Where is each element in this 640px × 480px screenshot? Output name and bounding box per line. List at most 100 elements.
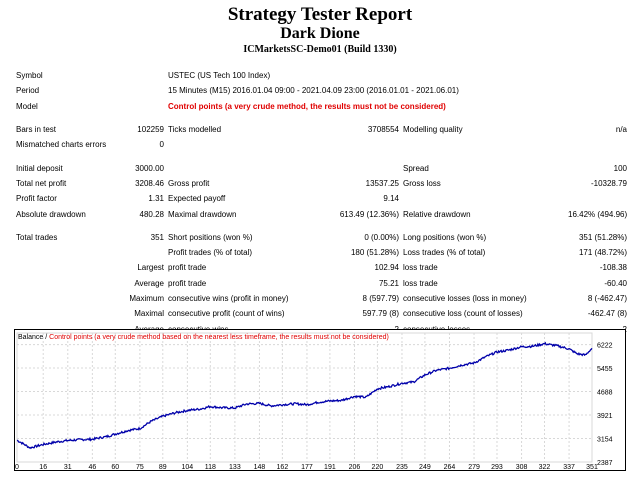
x-tick-label: 337 bbox=[563, 464, 575, 471]
max-consecutive-losses-label: consecutive losses (loss in money) bbox=[403, 294, 527, 303]
average-profit-value: 75.21 bbox=[378, 278, 399, 288]
x-tick-label: 148 bbox=[254, 464, 266, 471]
y-tick-label: 2387 bbox=[597, 460, 613, 467]
x-tick-label: 351 bbox=[586, 464, 598, 471]
maximal-consecutive-loss-label: consecutive loss (count of losses) bbox=[403, 309, 523, 319]
x-tick-label: 322 bbox=[539, 464, 551, 471]
chart-title: Balance / Control points (a very crude m… bbox=[18, 334, 389, 341]
row-profit-trades: Profit trades (% of total) 180 (51.28%) … bbox=[14, 245, 629, 260]
relative-drawdown-label: Relative drawdown bbox=[403, 209, 471, 219]
expected-payoff-label: Expected payoff bbox=[168, 194, 226, 204]
max-consecutive-losses-value: 8 (-462.47) bbox=[587, 294, 627, 303]
largest-profit-label: profit trade bbox=[168, 263, 207, 273]
largest-profit-value: 102.94 bbox=[374, 263, 399, 273]
loss-trades-value: 171 (48.72%) bbox=[578, 248, 627, 258]
maximal-consecutive-profit-label: consecutive profit (count of wins) bbox=[168, 309, 285, 319]
x-tick-label: 46 bbox=[88, 464, 96, 471]
profit-factor-value: 1.31 bbox=[148, 194, 164, 204]
x-tick-label: 60 bbox=[111, 464, 119, 471]
x-tick-label: 16 bbox=[39, 464, 47, 471]
row-maximum: Maximum consecutive wins (profit in mone… bbox=[14, 291, 629, 306]
average-loss-label: loss trade bbox=[403, 278, 438, 288]
x-tick-label: 191 bbox=[324, 464, 336, 471]
short-positions-value: 0 (0.00%) bbox=[364, 232, 399, 242]
model-value: Control points (a very crude method, the… bbox=[168, 101, 446, 111]
average-loss-value: -60.40 bbox=[604, 278, 627, 288]
deposit-label: Initial deposit bbox=[16, 163, 63, 173]
row-mismatch: Mismatched charts errors 0 bbox=[14, 137, 629, 152]
gross-profit-label: Gross profit bbox=[168, 178, 210, 188]
x-tick-label: 31 bbox=[64, 464, 72, 471]
y-tick-label: 5455 bbox=[597, 366, 613, 373]
profit-trades-value: 180 (51.28%) bbox=[350, 248, 399, 258]
net-profit-value: 3208.46 bbox=[135, 178, 164, 188]
x-tick-label: 249 bbox=[419, 464, 431, 471]
long-positions-value: 351 (51.28%) bbox=[578, 232, 627, 242]
largest-label: Largest bbox=[137, 263, 164, 273]
absolute-drawdown-value: 480.28 bbox=[139, 209, 164, 219]
x-tick-label: 206 bbox=[349, 464, 361, 471]
max-consecutive-wins-label: consecutive wins (profit in money) bbox=[168, 294, 289, 303]
gross-loss-value: -10328.79 bbox=[590, 178, 627, 188]
row-total-trades: Total trades 351 Short positions (won %)… bbox=[14, 230, 629, 245]
row-bars: Bars in test 102259 Ticks modelled 37085… bbox=[14, 122, 629, 137]
expert-advisor-name: Dark Dione bbox=[280, 25, 360, 42]
row-average: Average profit trade 75.21 loss trade -6… bbox=[14, 276, 629, 291]
quality-label: Modelling quality bbox=[403, 125, 463, 135]
y-axis-ticks: 6222 5455 4688 3921 3154 2387 bbox=[597, 343, 613, 467]
chart-title-separator: / bbox=[43, 334, 49, 341]
maximal-consecutive-profit-value: 597.79 (8) bbox=[362, 309, 399, 319]
bars-label: Bars in test bbox=[16, 125, 57, 135]
period-value: 15 Minutes (M15) 2016.01.04 09:00 - 2021… bbox=[168, 86, 459, 96]
x-tick-label: 264 bbox=[444, 464, 456, 471]
largest-loss-label: loss trade bbox=[403, 263, 438, 273]
x-tick-label: 177 bbox=[301, 464, 313, 471]
profit-factor-label: Profit factor bbox=[16, 194, 57, 204]
ticks-label: Ticks modelled bbox=[168, 125, 222, 135]
maximal-consecutive-loss-value: -462.47 (8) bbox=[587, 309, 627, 319]
maximal-drawdown-value: 613.49 (12.36%) bbox=[339, 209, 399, 219]
y-tick-label: 6222 bbox=[597, 343, 613, 350]
x-tick-label: 235 bbox=[396, 464, 408, 471]
profit-trades-label: Profit trades (% of total) bbox=[168, 248, 253, 258]
x-axis-ticks: 0 16 31 46 60 75 89 104 118 133 148 162 177 191 206 220… bbox=[15, 464, 598, 471]
absolute-drawdown-label: Absolute drawdown bbox=[16, 209, 86, 219]
x-tick-label: 162 bbox=[277, 464, 289, 471]
row-model: Model Control points (a very crude metho… bbox=[14, 99, 629, 114]
chart-frame bbox=[14, 329, 626, 471]
y-tick-label: 4688 bbox=[597, 390, 613, 397]
row-symbol: Symbol USTEC (US Tech 100 Index) bbox=[14, 68, 629, 83]
deposit-value: 3000.00 bbox=[135, 163, 164, 173]
bars-value: 102259 bbox=[137, 125, 164, 135]
x-tick-label: 89 bbox=[159, 464, 167, 471]
row-deposit: Initial deposit 3000.00 Spread 100 bbox=[14, 160, 629, 175]
row-profit-factor: Profit factor 1.31 Expected payoff 9.14 bbox=[14, 191, 629, 206]
average-profit-label: profit trade bbox=[168, 278, 207, 288]
report-title: Strategy Tester Report bbox=[227, 4, 413, 25]
row-net-profit: Total net profit 3208.46 Gross profit 13… bbox=[14, 176, 629, 191]
spread-value: 100 bbox=[613, 163, 627, 173]
balance-series-line bbox=[16, 341, 593, 450]
row-period: Period 15 Minutes (M15) 2016.01.04 09:00… bbox=[14, 83, 629, 98]
symbol-label: Symbol bbox=[16, 71, 43, 81]
period-label: Period bbox=[16, 86, 40, 96]
server-build: ICMarketsSC-Demo01 (Build 1330) bbox=[243, 44, 397, 55]
average-label: Average bbox=[134, 278, 164, 288]
gross-profit-value: 13537.25 bbox=[365, 178, 399, 188]
y-tick-label: 3154 bbox=[597, 437, 613, 444]
chart-title-note: Control points (a very crude method base… bbox=[49, 334, 389, 341]
x-tick-label: 279 bbox=[468, 464, 480, 471]
report-table: Symbol USTEC (US Tech 100 Index) Period … bbox=[14, 68, 629, 337]
expected-payoff-value: 9.14 bbox=[383, 194, 399, 204]
x-tick-label: 75 bbox=[136, 464, 144, 471]
mismatch-value: 0 bbox=[159, 140, 164, 150]
chart-title-prefix: Balance bbox=[18, 334, 43, 341]
maximal-drawdown-label: Maximal drawdown bbox=[168, 209, 237, 219]
x-tick-label: 133 bbox=[229, 464, 241, 471]
symbol-value: USTEC (US Tech 100 Index) bbox=[168, 71, 271, 81]
x-tick-label: 104 bbox=[182, 464, 194, 471]
y-tick-label: 3921 bbox=[597, 413, 613, 420]
balance-chart: 6222 5455 4688 3921 3154 2387 0 16 31 46 60 75 89 10… bbox=[14, 329, 626, 471]
row-drawdown: Absolute drawdown 480.28 Maximal drawdow… bbox=[14, 206, 629, 221]
gross-loss-label: Gross loss bbox=[403, 178, 441, 188]
